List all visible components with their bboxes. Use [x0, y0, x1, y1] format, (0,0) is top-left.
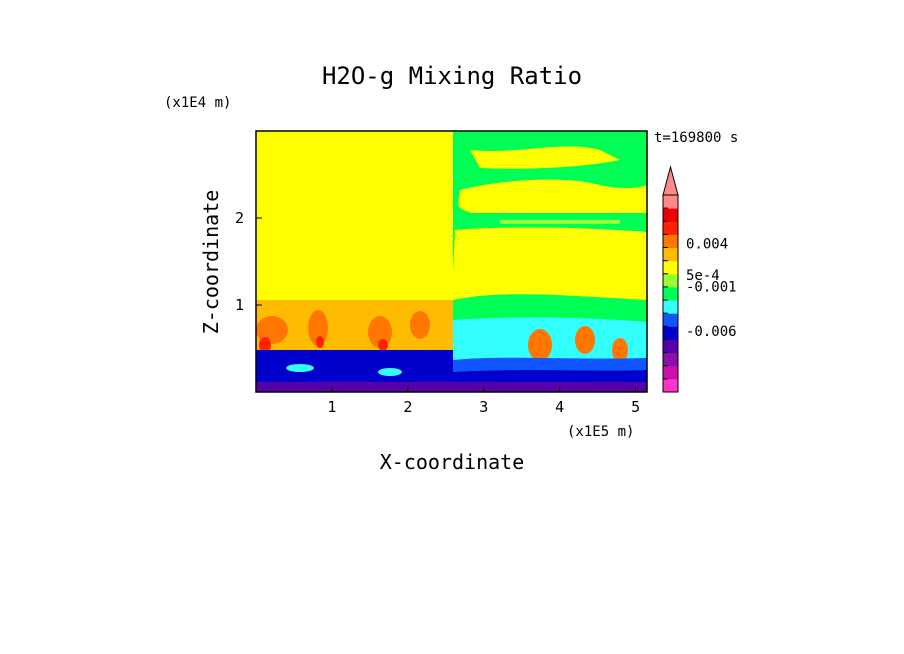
colorbar-swatch [663, 260, 678, 275]
colorbar-swatch [663, 378, 678, 393]
contour-field [256, 131, 647, 392]
x-axis-label: X-coordinate [380, 450, 525, 474]
x-tick-label: 5 [631, 398, 640, 416]
colorbar-swatch [663, 286, 678, 301]
colorbar-swatch [663, 273, 678, 288]
colorbar-extend-arrow [662, 165, 679, 196]
x-tick-label: 3 [479, 398, 488, 416]
colorbar-swatch [663, 300, 678, 314]
colorbar-swatch [663, 339, 678, 354]
y-tick-label: 2 [235, 209, 244, 227]
colorbar-swatch [663, 247, 678, 262]
colorbar-frame [662, 194, 679, 393]
y-axis: 12 [235, 209, 262, 314]
y-unit-label: (x1E4 m) [164, 95, 231, 111]
x-tick-label: 2 [403, 398, 412, 416]
colorbar-swatch [663, 352, 678, 367]
y-tick-label: 1 [235, 296, 244, 314]
y-axis-label: Z-coordinate [199, 190, 223, 335]
x-unit-label: (x1E5 m) [567, 424, 634, 440]
colorbar-label: 0.004 [686, 236, 728, 252]
colorbar-swatch [663, 208, 678, 222]
colorbar-label: -0.006 [686, 324, 737, 340]
colorbar-swatch [663, 195, 678, 209]
colorbar-swatch [663, 221, 678, 235]
colorbar-label: -0.001 [686, 280, 737, 296]
plot-frame [255, 130, 648, 393]
chart-title: H2O-g Mixing Ratio [322, 62, 582, 90]
colorbar-swatch [663, 365, 678, 380]
x-tick-label: 4 [555, 398, 564, 416]
time-label: t=169800 s [654, 130, 738, 146]
colorbar-label: 5e-4 [686, 268, 720, 284]
x-tick-label: 1 [327, 398, 336, 416]
colorbar-swatch [663, 313, 678, 327]
x-axis: 1 2 3 4 5 [327, 386, 640, 416]
colorbar-swatch [663, 234, 678, 249]
colorbar-swatch [663, 326, 678, 340]
